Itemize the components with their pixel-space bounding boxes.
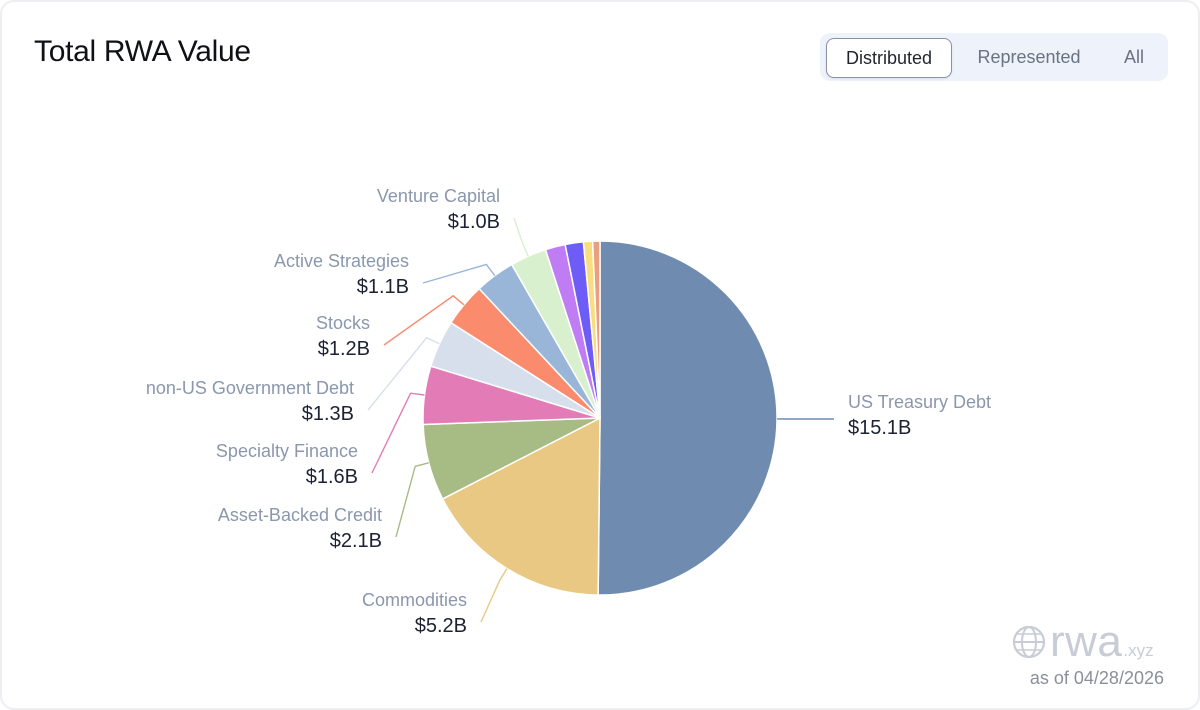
connector-stocks bbox=[383, 294, 465, 346]
toggle-distributed[interactable]: Distributed bbox=[826, 38, 952, 78]
pie-slices bbox=[422, 240, 778, 596]
connector-venture-capital bbox=[513, 217, 529, 257]
label-commodities: Commodities bbox=[362, 590, 467, 610]
value-active-strategies: $1.1B bbox=[357, 276, 409, 298]
as-of-date: as of 04/28/2026 bbox=[1029, 668, 1164, 688]
connector-commodities bbox=[480, 568, 508, 623]
label-specialty-finance: Specialty Finance bbox=[216, 441, 358, 461]
value-asset-backed-credit: $2.1B bbox=[330, 530, 382, 552]
brand-name: rwa bbox=[1050, 617, 1123, 666]
value-commodities: $5.2B bbox=[415, 615, 467, 637]
value-us-treasury-debt: $15.1B bbox=[848, 417, 911, 439]
pie-labels: US Treasury Debt $15.1B Commodities $5.2B As… bbox=[146, 186, 991, 637]
value-specialty-finance: $1.6B bbox=[306, 466, 358, 488]
label-non-us-government-debt: non-US Government Debt bbox=[146, 378, 354, 398]
connector-specialty-finance bbox=[371, 392, 425, 474]
value-non-us-government-debt: $1.3B bbox=[302, 403, 354, 425]
connector-active-strategies bbox=[422, 263, 496, 284]
rwa-logo: rwa .xyz bbox=[1012, 617, 1154, 667]
pie-slice-us-treasury-debt[interactable] bbox=[597, 240, 778, 596]
toggle-all[interactable]: All bbox=[1123, 46, 1144, 67]
label-venture-capital: Venture Capital bbox=[377, 186, 500, 206]
globe-icon bbox=[1012, 625, 1046, 659]
pie-slice-unlabeled-11[interactable] bbox=[591, 240, 601, 419]
value-venture-capital: $1.0B bbox=[448, 211, 500, 233]
value-stocks: $1.2B bbox=[318, 338, 370, 360]
label-asset-backed-credit: Asset-Backed Credit bbox=[218, 505, 382, 525]
chart-title: Total RWA Value bbox=[34, 35, 251, 68]
label-us-treasury-debt: US Treasury Debt bbox=[848, 392, 991, 412]
connector-non-us-government-debt bbox=[367, 336, 440, 411]
connector-asset-backed-credit bbox=[395, 462, 429, 538]
pie-slice-commodities[interactable] bbox=[441, 416, 601, 596]
view-toggle: Distributed Represented All bbox=[820, 33, 1168, 81]
label-stocks: Stocks bbox=[316, 313, 370, 333]
brand-suffix: .xyz bbox=[1123, 641, 1154, 660]
label-active-strategies: Active Strategies bbox=[274, 251, 409, 271]
toggle-represented[interactable]: Represented bbox=[977, 46, 1081, 67]
